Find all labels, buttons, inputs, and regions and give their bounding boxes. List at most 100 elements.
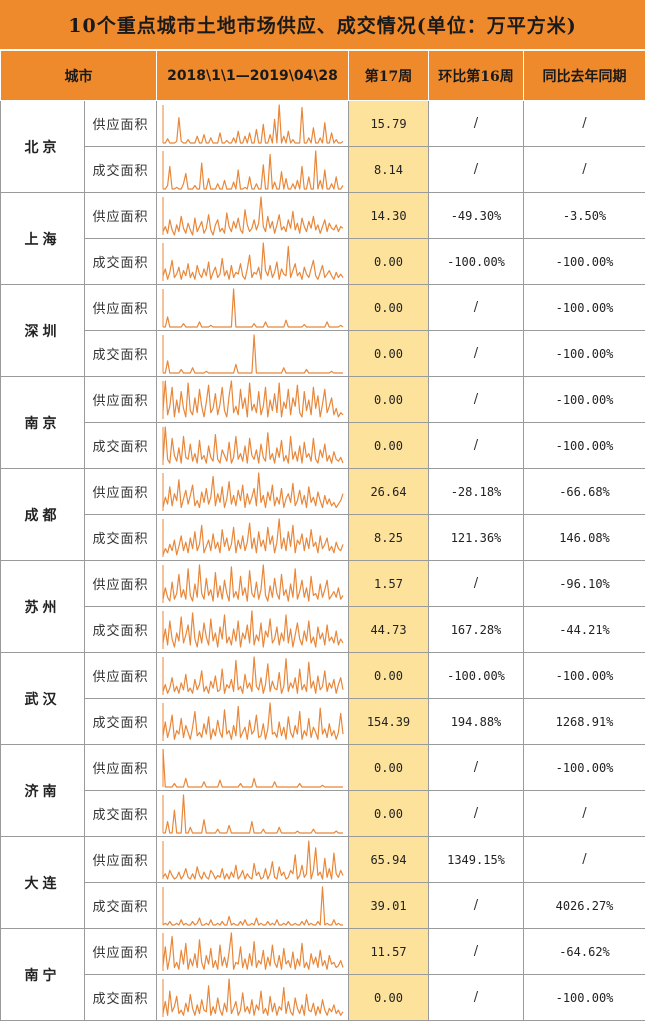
city-cell: 上海 [0, 192, 85, 285]
week-value: 39.01 [348, 882, 429, 929]
sparkline-cell [156, 744, 349, 791]
metric-label: 供应面积 [84, 836, 157, 883]
city-cell: 苏州 [0, 560, 85, 653]
sparkline-series [162, 241, 344, 280]
header-row: 城市 2018\1\1—2019\04\28 第17周 环比第16周 同比去年同… [0, 50, 645, 101]
week-value: 0.00 [348, 790, 429, 837]
yoy-value: -100.00% [523, 284, 645, 331]
wow-value: -28.18% [428, 468, 524, 515]
table-row: 深圳 供应面积 0.00/-100.00% [0, 284, 645, 377]
week-value: 0.00 [348, 284, 429, 331]
sparkline-cell [156, 514, 349, 561]
sparkline-chart [162, 839, 344, 880]
table-row: 成交面积 0.00/-100.00% [1, 974, 645, 1021]
city-cell: 北京 [0, 100, 85, 193]
sparkline-cell [156, 836, 349, 883]
yoy-value: -100.00% [523, 422, 645, 469]
wow-value: / [428, 422, 524, 469]
metric-label: 供应面积 [84, 652, 157, 699]
table-row: 南京 供应面积 0.00/-100.00% [0, 376, 645, 469]
city-cell: 成都 [0, 468, 85, 561]
sparkline-series [162, 839, 344, 880]
metric-label: 供应面积 [84, 928, 157, 975]
sparkline-series [162, 379, 344, 418]
week-value: 15.79 [348, 100, 429, 147]
table-row: 南宁 供应面积 11.57/-64.62% [0, 928, 645, 1021]
sparkline-chart [162, 149, 344, 190]
sparkline-chart [162, 748, 343, 788]
sparkline-chart [162, 609, 344, 649]
wow-value: / [428, 974, 524, 1021]
wow-value: / [428, 560, 524, 607]
sparkline-cell [156, 790, 349, 837]
sparkline-series [162, 701, 344, 740]
sparkline-cell [156, 882, 349, 929]
metric-label: 供应面积 [84, 468, 157, 515]
sparkline-cell [156, 652, 349, 699]
header-yoy: 同比去年同期 [523, 50, 645, 101]
city-cell: 大连 [0, 836, 85, 929]
week-value: 26.64 [348, 468, 429, 515]
metric-label: 成交面积 [84, 514, 157, 561]
sparkline-cell [156, 422, 349, 469]
week-value: 0.00 [348, 238, 429, 285]
table-title: 10个重点城市土地市场供应、成交情况(单位：万平方米) [0, 0, 645, 50]
sparkline-cell [156, 698, 349, 745]
sparkline-cell [156, 560, 349, 607]
yoy-value: 1268.91% [523, 698, 645, 745]
header-wow: 环比第16周 [428, 50, 524, 101]
wow-value: / [428, 330, 524, 377]
week-value: 0.00 [348, 422, 429, 469]
metric-label: 成交面积 [84, 238, 157, 285]
week-value: 154.39 [348, 698, 429, 745]
wow-value: / [428, 928, 524, 975]
header-city: 城市 [0, 50, 157, 101]
week-value: 0.00 [348, 974, 429, 1021]
yoy-value: -100.00% [523, 652, 645, 699]
wow-value: 1349.15% [428, 836, 524, 883]
yoy-value: -100.00% [523, 238, 645, 285]
yoy-value: 4026.27% [523, 882, 645, 929]
wow-value: -100.00% [428, 238, 524, 285]
metric-label: 成交面积 [84, 330, 157, 377]
week-value: 0.00 [348, 376, 429, 423]
yoy-value: -100.00% [523, 376, 645, 423]
sparkline-cell [156, 146, 349, 193]
sparkline-chart [162, 287, 344, 328]
table-row: 成交面积 154.39 194.88% 1268.91% [1, 698, 645, 745]
sparkline-chart [162, 793, 343, 834]
wow-value: -49.30% [428, 192, 524, 239]
sparkline-chart [162, 885, 343, 926]
sparkline-cell [156, 376, 349, 423]
sparkline-chart [162, 517, 344, 557]
table-row: 成交面积 8.14// [1, 146, 645, 193]
city-cell: 南宁 [0, 928, 85, 1021]
table-row: 成交面积 8.25 121.36% 146.08% [1, 514, 645, 561]
table-row: 成交面积 0.00// [1, 790, 645, 837]
table-row: 成交面积 0.00 -100.00% -100.00% [1, 238, 645, 285]
wow-value: -100.00% [428, 652, 524, 699]
yoy-value: -66.68% [523, 468, 645, 515]
table-row: 成都 供应面积 26.64 -28.18% -66.68% [0, 468, 645, 561]
wow-value: / [428, 882, 524, 929]
week-value: 0.00 [348, 330, 429, 377]
metric-label: 供应面积 [84, 100, 157, 147]
city-cell: 武汉 [0, 652, 85, 745]
yoy-value: -100.00% [523, 744, 645, 791]
sparkline-series [162, 563, 344, 602]
yoy-value: -100.00% [523, 330, 645, 377]
week-value: 44.73 [348, 606, 429, 653]
metric-label: 成交面积 [84, 790, 157, 837]
yoy-value: / [523, 146, 645, 193]
table-row: 武汉 供应面积 0.00 -100.00% -100.00% [0, 652, 645, 745]
sparkline-series [163, 103, 344, 144]
sparkline-series [162, 471, 344, 508]
wow-value: / [428, 146, 524, 193]
yoy-value: -96.10% [523, 560, 645, 607]
wow-value: 121.36% [428, 514, 524, 561]
metric-label: 成交面积 [84, 974, 157, 1021]
sparkline-chart [162, 333, 343, 374]
metric-label: 供应面积 [84, 376, 157, 423]
sparkline-cell [156, 974, 349, 1021]
sparkline-series [162, 609, 344, 648]
